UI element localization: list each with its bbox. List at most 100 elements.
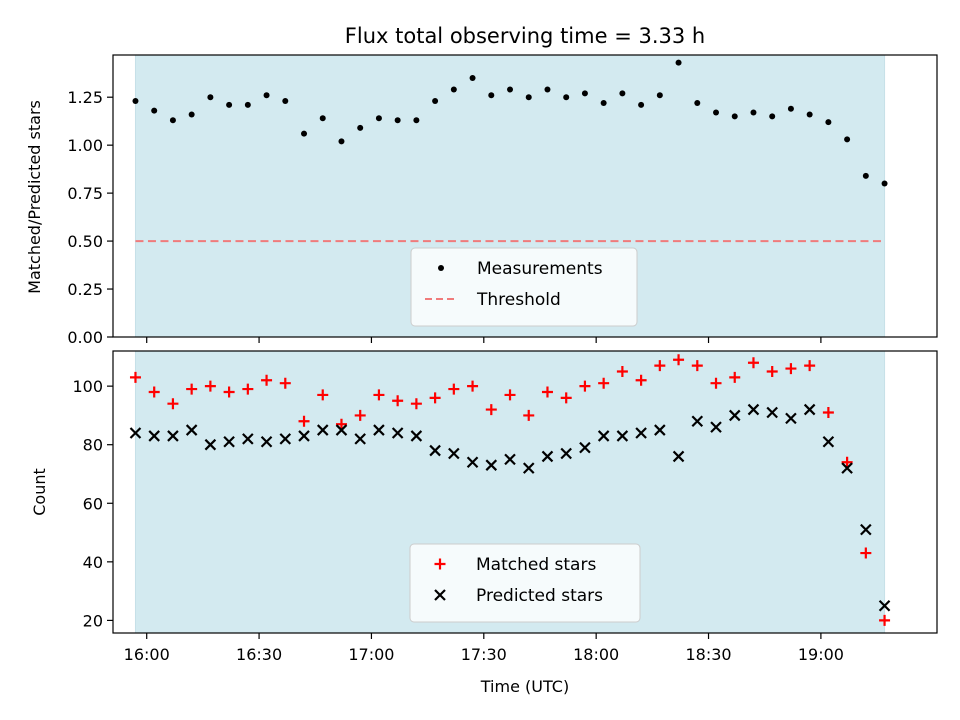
data-point	[616, 365, 628, 377]
data-point	[188, 111, 195, 118]
data-point	[504, 389, 516, 401]
data-point	[598, 377, 610, 389]
data-point	[392, 395, 404, 407]
data-point	[563, 94, 570, 101]
data-point	[560, 447, 572, 460]
data-point	[410, 430, 423, 442]
data-point	[207, 94, 214, 101]
y-tick-label: 0.00	[67, 328, 103, 347]
bottom-y-axis-label: Count	[30, 468, 49, 516]
data-point	[691, 360, 703, 372]
data-point	[691, 415, 704, 428]
data-point	[204, 438, 217, 451]
data-point	[410, 398, 422, 410]
data-point	[597, 430, 610, 442]
data-point	[806, 111, 813, 118]
data-point	[579, 380, 591, 392]
data-point	[541, 386, 553, 398]
data-point	[335, 424, 348, 436]
y-tick-label: 1.00	[67, 136, 103, 155]
legend-label: Predicted stars	[476, 586, 603, 606]
data-point	[223, 436, 235, 448]
data-point	[316, 424, 329, 436]
bottom-panel: 20 40 60 80 100 16:00 16:30 17:00 17:30 18:00 18:3…	[72, 350, 938, 664]
data-point	[429, 444, 441, 457]
data-point	[654, 424, 666, 436]
data-point	[581, 90, 588, 97]
data-point	[319, 115, 326, 122]
data-point	[579, 441, 591, 454]
y-tick-label: 0.25	[67, 280, 103, 299]
x-tick-label: 16:00	[124, 645, 170, 664]
data-point	[169, 117, 176, 124]
data-point	[261, 374, 273, 386]
data-point	[450, 86, 457, 93]
data-point	[244, 101, 251, 108]
data-point	[298, 415, 310, 427]
x-tick-label: 16:30	[236, 645, 282, 664]
data-point	[747, 357, 759, 369]
data-point	[862, 172, 869, 179]
data-point	[129, 371, 141, 383]
data-point	[167, 430, 179, 442]
plot-frame	[112, 350, 938, 634]
data-point	[151, 107, 158, 114]
series-measurements	[132, 59, 888, 187]
data-point	[638, 101, 645, 108]
data-point	[825, 119, 832, 126]
data-point	[354, 409, 366, 421]
data-point	[448, 383, 460, 395]
data-point	[485, 459, 498, 471]
y-tick-label: 20	[83, 611, 103, 630]
data-point	[301, 130, 308, 137]
data-point	[373, 389, 385, 401]
data-point	[413, 117, 420, 124]
data-point	[148, 430, 160, 442]
top-panel: 0.00 0.25 0.50 0.75 1.00 1.25 Measurements Thre…	[67, 54, 938, 347]
data-point	[619, 90, 626, 97]
y-tick-label: 100	[72, 377, 103, 396]
data-point	[731, 113, 738, 120]
chart-title: Flux total observing time = 3.33 h	[345, 24, 705, 48]
top-y-axis-label: Matched/Predicted stars	[25, 100, 44, 294]
data-point	[522, 462, 535, 474]
data-point	[656, 92, 663, 99]
legend-box	[409, 543, 641, 623]
data-point	[223, 386, 235, 398]
data-point	[448, 447, 460, 460]
x-axis-label: Time (UTC)	[480, 677, 569, 696]
data-point	[544, 86, 551, 93]
y-tick-label: 40	[83, 553, 103, 572]
x-tick-label: 18:30	[685, 645, 731, 664]
data-point	[282, 98, 289, 105]
data-point	[769, 113, 776, 120]
data-point	[185, 424, 198, 436]
data-point	[279, 377, 291, 389]
data-point	[879, 614, 891, 626]
data-point	[391, 427, 404, 439]
data-point	[298, 430, 310, 442]
data-point	[488, 92, 495, 99]
data-point	[469, 75, 476, 82]
data-point	[525, 94, 532, 101]
data-point	[881, 180, 888, 187]
data-point	[335, 418, 347, 430]
y-tick-label: 0.75	[67, 184, 103, 203]
data-point	[766, 365, 778, 377]
data-point	[375, 115, 382, 122]
x-tick-label: 19:00	[798, 645, 844, 664]
data-point	[785, 363, 797, 375]
data-point	[710, 421, 722, 433]
data-point	[132, 98, 139, 105]
data-point	[860, 547, 872, 559]
data-point	[317, 389, 329, 401]
data-point	[803, 403, 816, 416]
legend-label: Matched stars	[476, 555, 596, 575]
data-point	[750, 109, 757, 116]
data-point	[129, 427, 142, 439]
data-point	[878, 599, 891, 612]
data-point	[354, 433, 366, 445]
data-point	[710, 377, 722, 389]
data-point	[467, 380, 479, 392]
data-point	[466, 456, 479, 469]
